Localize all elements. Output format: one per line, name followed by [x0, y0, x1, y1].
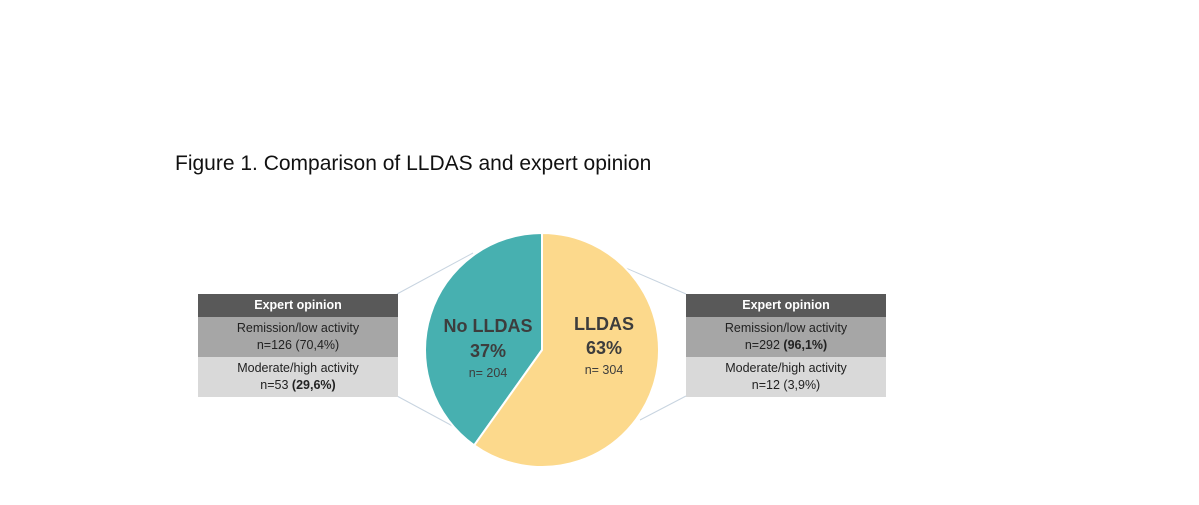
- table-row: Remission/low activity n=292 (96,1%): [686, 317, 886, 357]
- row-n: n=53: [260, 378, 289, 392]
- connector-line: [639, 395, 687, 421]
- pie-slice-lldas: [472, 231, 660, 468]
- connector-line: [396, 252, 474, 295]
- table-header: Expert opinion: [686, 294, 886, 317]
- figure-title: Figure 1. Comparison of LLDAS and expert…: [175, 152, 652, 175]
- table-row: Moderate/high activity n=53 (29,6%): [198, 357, 398, 397]
- slice-percent: 37%: [470, 341, 506, 361]
- expert-opinion-table-no-lldas: Expert opinion Remission/low activity n=1…: [198, 294, 398, 397]
- table-row: Moderate/high activity n=12 (3,9%): [686, 357, 886, 397]
- slice-percent: 63%: [586, 338, 622, 358]
- row-n: n=292: [744, 338, 780, 352]
- slice-label: No LLDAS: [444, 316, 533, 336]
- row-pct: (96,1%): [783, 338, 828, 352]
- row-n: n=126: [256, 338, 292, 352]
- expert-opinion-table-lldas: Expert opinion Remission/low activity n=2…: [686, 294, 886, 397]
- row-label: Moderate/high activity: [725, 361, 847, 375]
- row-pct: (70,4%): [295, 338, 340, 352]
- slice-n: n= 204: [469, 366, 508, 380]
- row-label: Remission/low activity: [236, 321, 360, 335]
- slice-label: LLDAS: [574, 314, 634, 334]
- table-row: Remission/low activity n=126 (70,4%): [198, 317, 398, 357]
- row-label: Moderate/high activity: [237, 361, 359, 375]
- pie-slice-no-lldas: [424, 231, 543, 447]
- row-pct: (29,6%): [291, 378, 336, 392]
- table-header: Expert opinion: [198, 294, 398, 317]
- slice-n: n= 304: [585, 363, 624, 377]
- row-n: n=12: [751, 378, 780, 392]
- row-pct: (3,9%): [783, 378, 821, 392]
- connector-line: [396, 395, 461, 431]
- row-label: Remission/low activity: [724, 321, 848, 335]
